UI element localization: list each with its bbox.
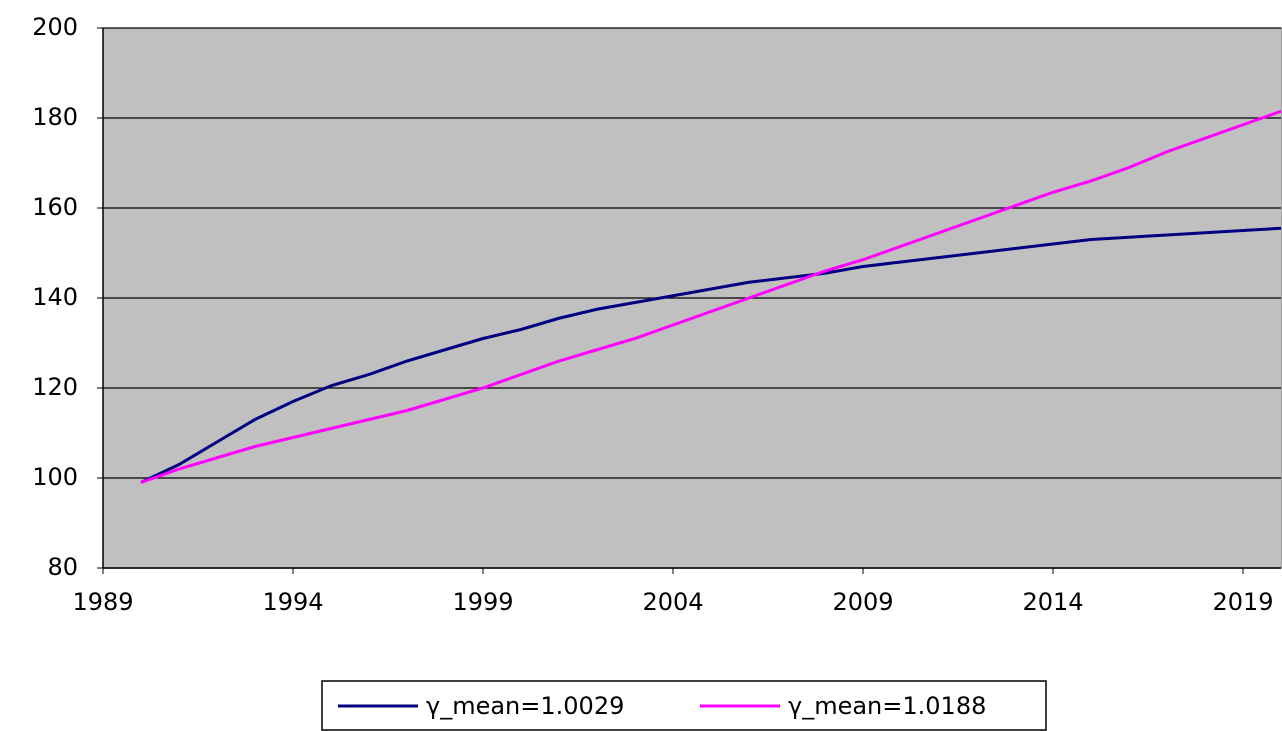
y-tick-label: 100 (32, 463, 78, 491)
x-tick-label: 2019 (1212, 588, 1273, 616)
y-tick-label: 160 (32, 193, 78, 221)
x-tick-label: 1999 (452, 588, 513, 616)
y-tick-label: 200 (32, 13, 78, 41)
x-tick-label: 2009 (832, 588, 893, 616)
legend-label: γ_mean=1.0029 (426, 692, 624, 720)
y-tick-label: 120 (32, 373, 78, 401)
x-tick-label: 2004 (642, 588, 703, 616)
legend-box (321, 680, 1047, 731)
y-tick-label: 180 (32, 103, 78, 131)
legend-label: γ_mean=1.0188 (788, 692, 986, 720)
series-line (140, 109, 1282, 484)
y-tick-label: 140 (32, 283, 78, 311)
y-tick-label: 80 (47, 553, 78, 581)
series-line (140, 226, 1282, 484)
x-tick-label: 2014 (1022, 588, 1083, 616)
x-tick-label: 1994 (262, 588, 323, 616)
x-tick-label: 1989 (72, 588, 133, 616)
